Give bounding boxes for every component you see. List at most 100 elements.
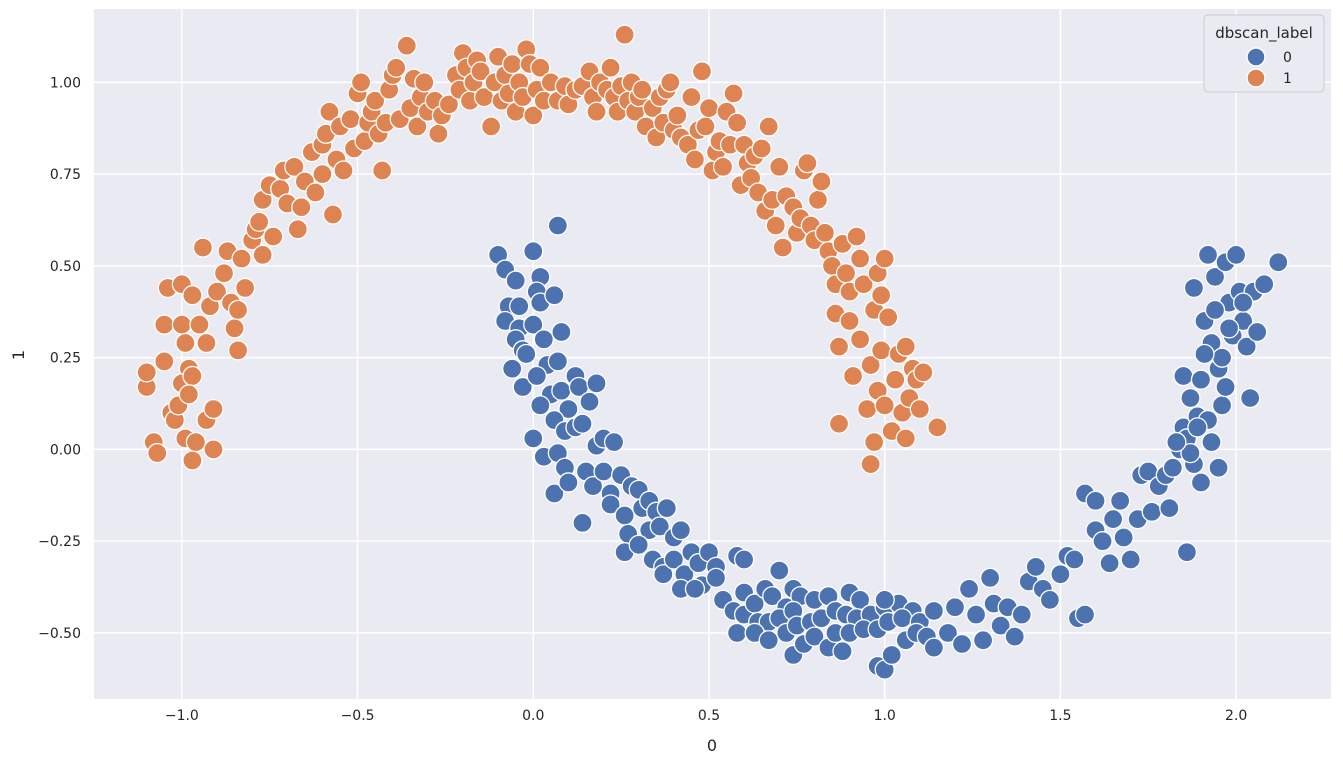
point-label-1 bbox=[927, 417, 948, 438]
point-label-1 bbox=[305, 182, 326, 203]
point-label-0 bbox=[516, 343, 537, 365]
point-label-1 bbox=[874, 248, 895, 269]
point-label-1 bbox=[263, 226, 284, 247]
point-label-1 bbox=[849, 248, 871, 269]
point-label-0 bbox=[1204, 299, 1226, 321]
x-tick-label: 1.0 bbox=[874, 708, 896, 724]
point-label-0 bbox=[1109, 490, 1131, 511]
point-label-0 bbox=[1218, 318, 1240, 339]
point-label-0 bbox=[1102, 509, 1124, 530]
point-label-1 bbox=[386, 57, 407, 78]
point-label-0 bbox=[1268, 252, 1289, 273]
x-tick-label: 0.5 bbox=[698, 708, 720, 724]
point-label-0 bbox=[1204, 266, 1226, 288]
point-label-1 bbox=[807, 189, 829, 211]
point-label-1 bbox=[871, 340, 892, 361]
point-label-0 bbox=[1194, 343, 1215, 365]
point-label-1 bbox=[185, 431, 207, 453]
point-label-1 bbox=[913, 362, 934, 383]
point-label-0 bbox=[1074, 604, 1096, 625]
point-label-1 bbox=[252, 244, 273, 266]
point-label-0 bbox=[547, 215, 569, 236]
point-label-1 bbox=[828, 336, 850, 357]
x-tick-label: 0.0 bbox=[522, 708, 544, 724]
x-tick-label: −1.0 bbox=[165, 708, 199, 724]
point-label-1 bbox=[154, 351, 175, 372]
point-label-1 bbox=[530, 57, 551, 78]
point-label-1 bbox=[322, 204, 344, 225]
x-tick-label: 2.0 bbox=[1225, 708, 1247, 724]
point-label-1 bbox=[523, 105, 544, 126]
point-label-1 bbox=[287, 219, 308, 240]
point-label-1 bbox=[319, 101, 340, 122]
point-label-1 bbox=[660, 72, 681, 93]
point-label-1 bbox=[726, 112, 748, 133]
point-label-0 bbox=[958, 578, 980, 600]
point-label-1 bbox=[681, 86, 702, 108]
point-label-0 bbox=[1166, 431, 1187, 453]
legend-title: dbscan_label bbox=[1215, 24, 1313, 43]
point-label-1 bbox=[600, 57, 621, 78]
point-label-1 bbox=[154, 314, 175, 335]
point-label-1 bbox=[372, 160, 393, 181]
point-label-1 bbox=[407, 116, 428, 137]
point-label-0 bbox=[547, 351, 569, 372]
y-tick-label: 0.25 bbox=[50, 351, 81, 367]
point-label-0 bbox=[990, 615, 1011, 636]
point-label-0 bbox=[892, 608, 913, 629]
point-label-0 bbox=[951, 633, 973, 655]
point-label-1 bbox=[227, 340, 249, 361]
point-label-1 bbox=[364, 90, 386, 111]
point-label-0 bbox=[874, 589, 895, 611]
point-label-1 bbox=[712, 156, 734, 177]
point-label-0 bbox=[1236, 336, 1257, 357]
point-label-0 bbox=[965, 604, 987, 625]
point-label-1 bbox=[147, 442, 168, 464]
point-label-0 bbox=[1162, 457, 1184, 478]
point-label-0 bbox=[1225, 244, 1247, 266]
y-tick-label: −0.25 bbox=[38, 534, 81, 550]
point-label-0 bbox=[551, 321, 572, 343]
point-label-1 bbox=[396, 35, 417, 56]
point-label-0 bbox=[603, 431, 625, 453]
point-label-1 bbox=[227, 299, 249, 321]
point-label-0 bbox=[533, 329, 554, 350]
y-tick-label: −0.50 bbox=[38, 626, 81, 642]
point-label-0 bbox=[1113, 527, 1134, 548]
point-label-1 bbox=[231, 248, 252, 269]
point-label-1 bbox=[428, 123, 449, 144]
point-label-0 bbox=[1092, 531, 1113, 552]
point-label-1 bbox=[291, 197, 312, 218]
point-label-1 bbox=[667, 105, 688, 126]
point-label-0 bbox=[614, 505, 635, 526]
point-label-1 bbox=[860, 453, 881, 475]
point-label-1 bbox=[203, 439, 224, 460]
point-label-0 bbox=[1180, 387, 1201, 409]
point-label-0 bbox=[653, 564, 674, 585]
legend-entry-1: 1 bbox=[1283, 71, 1292, 87]
point-label-0 bbox=[530, 395, 551, 416]
point-label-0 bbox=[705, 567, 727, 589]
y-tick-label: 0.00 bbox=[50, 442, 81, 458]
legend-marker-0 bbox=[1246, 47, 1266, 67]
point-label-0 bbox=[804, 626, 825, 647]
point-label-1 bbox=[213, 263, 235, 284]
point-label-0 bbox=[502, 358, 523, 379]
point-label-0 bbox=[944, 597, 966, 618]
point-label-1 bbox=[171, 314, 193, 335]
point-label-0 bbox=[558, 398, 579, 420]
point-label-1 bbox=[856, 398, 878, 420]
point-label-0 bbox=[758, 630, 779, 651]
y-tick-label: 0.75 bbox=[50, 167, 81, 183]
point-label-0 bbox=[600, 494, 621, 515]
x-tick-label: 1.5 bbox=[1049, 708, 1071, 724]
point-label-0 bbox=[1141, 501, 1162, 522]
point-label-0 bbox=[572, 413, 593, 434]
point-label-1 bbox=[632, 79, 653, 100]
y-axis-label: 1 bbox=[9, 350, 28, 360]
point-label-0 bbox=[1183, 277, 1205, 299]
point-label-0 bbox=[656, 497, 677, 519]
point-label-1 bbox=[684, 149, 706, 170]
point-label-0 bbox=[649, 516, 670, 537]
point-label-1 bbox=[853, 274, 874, 295]
